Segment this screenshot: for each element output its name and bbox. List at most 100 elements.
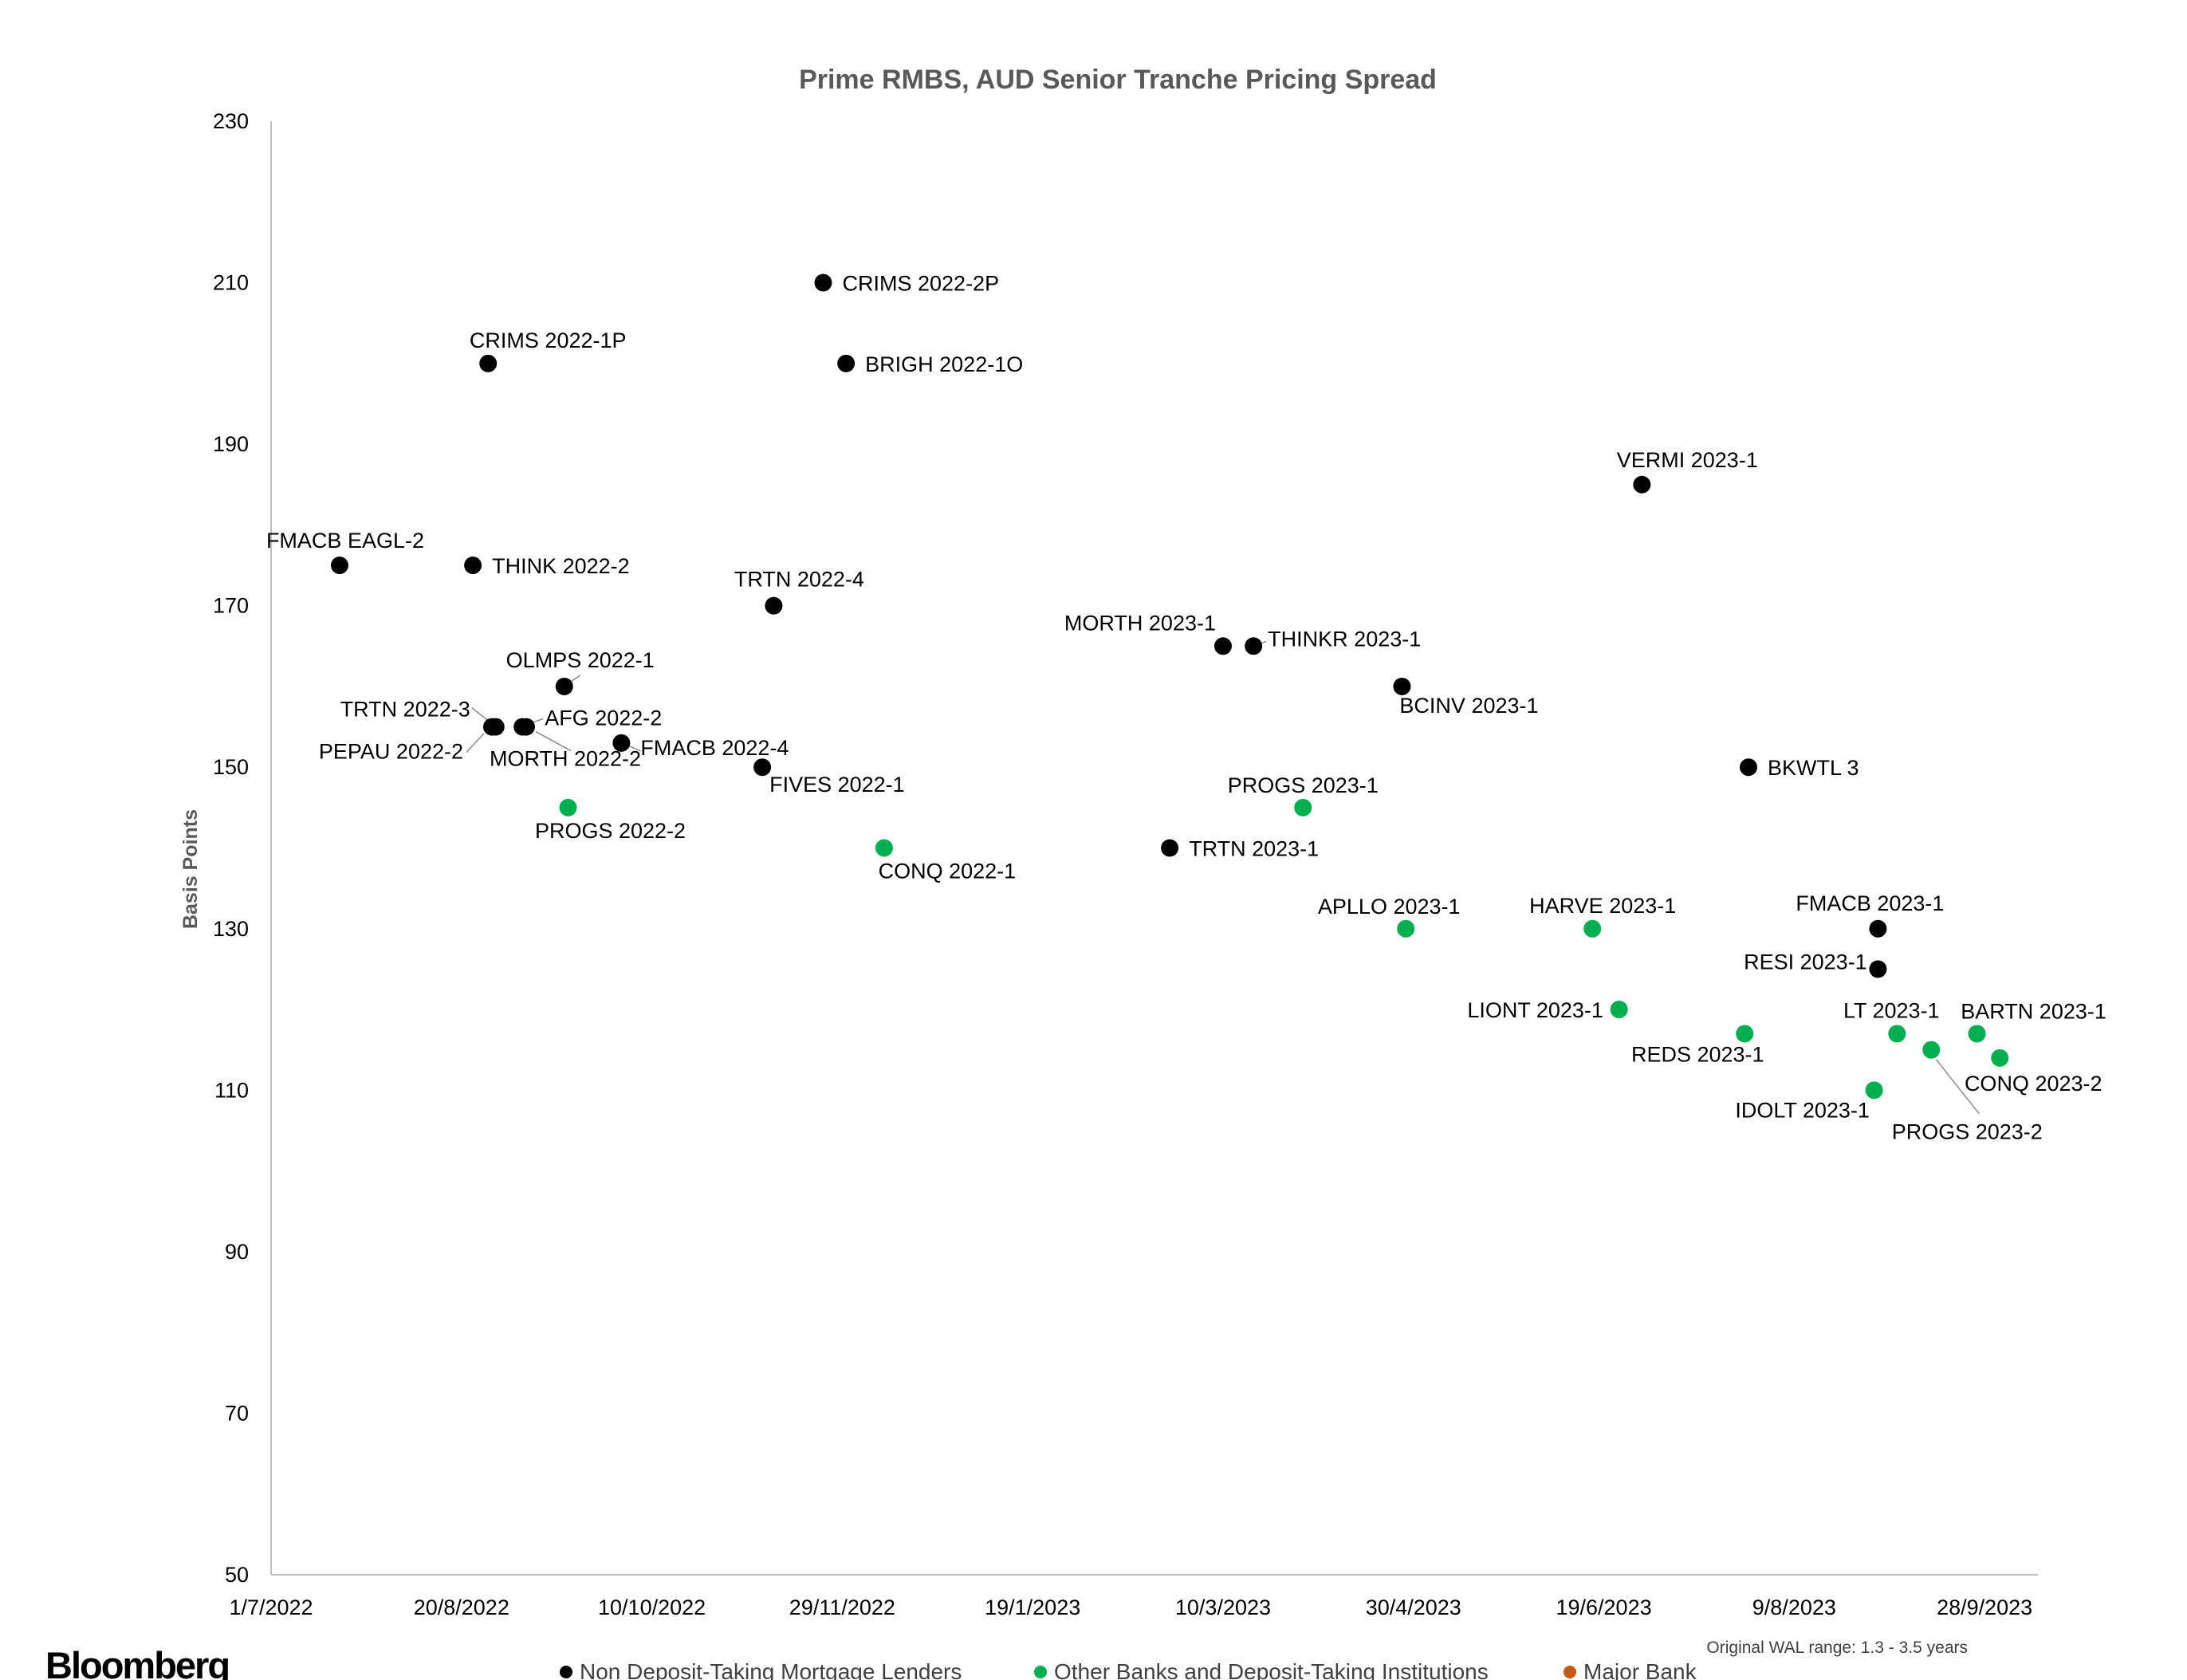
point-labels: FMACB EAGL-2 THINK 2022-2 CRIMS 2022-1P TRT… [266, 272, 2106, 1144]
legend-item-other-banks: Other Banks and Deposit-Taking Instituti… [1054, 1659, 1489, 1680]
y-tick-label: 150 [213, 755, 249, 779]
x-tick-label: 29/11/2022 [789, 1595, 895, 1619]
data-point [1736, 1025, 1754, 1043]
data-point [837, 354, 856, 372]
brand-logo: Bloomberg [45, 1644, 229, 1680]
y-tick-label: 70 [225, 1401, 249, 1425]
data-point [1869, 960, 1887, 978]
data-label: PROGS 2022-2 [535, 819, 686, 843]
data-point [1213, 637, 1232, 655]
data-point [483, 718, 501, 736]
data-point [559, 798, 577, 816]
data-points [330, 273, 2009, 1100]
data-label: CRIMS 2022-2P [843, 272, 1000, 296]
data-label: PROGS 2023-2 [1892, 1120, 2043, 1144]
x-tick-label: 28/9/2023 [1937, 1595, 2032, 1619]
data-label: CONQ 2022-1 [879, 860, 1017, 883]
legend-marker-non-dep [560, 1666, 572, 1678]
legend-item-major-bank: Major Bank [1583, 1659, 1697, 1680]
data-label: FMACB 2023-1 [1796, 891, 1944, 915]
data-label: PEPAU 2022-2 [319, 740, 463, 764]
data-point [1633, 475, 1651, 494]
data-point [479, 354, 498, 372]
data-label: BCINV 2023-1 [1399, 694, 1538, 718]
data-point [517, 718, 535, 736]
data-point [765, 596, 783, 615]
y-tick-label: 190 [213, 432, 249, 456]
data-point [1922, 1041, 1941, 1059]
label-leader-line [471, 706, 489, 722]
y-tick-label: 170 [213, 594, 249, 618]
data-point [1397, 919, 1415, 938]
x-tick-label: 30/4/2023 [1366, 1595, 1461, 1619]
data-point [1393, 677, 1411, 695]
data-label: TRTN 2022-3 [340, 698, 470, 722]
data-point [330, 557, 348, 575]
data-point [1968, 1025, 1986, 1043]
data-label: BARTN 2023-1 [1961, 999, 2106, 1023]
y-tick-label: 110 [214, 1078, 249, 1102]
y-tick-label: 50 [225, 1563, 249, 1587]
x-tick-label: 10/3/2023 [1175, 1595, 1271, 1619]
data-point [464, 557, 482, 575]
data-label: THINKR 2023-1 [1268, 627, 1421, 651]
x-tick-label: 19/1/2023 [985, 1595, 1080, 1619]
y-tick-label: 130 [213, 917, 249, 941]
data-label: THINK 2022-2 [492, 554, 630, 578]
legend: Non Deposit-Taking Mortgage Lenders Othe… [560, 1659, 1697, 1680]
data-point [1610, 1001, 1628, 1019]
data-label: FMACB 2022-4 [640, 736, 789, 760]
label-leader-line [1935, 1059, 1980, 1115]
data-label: FIVES 2022-1 [769, 773, 905, 797]
wal-range-note: Original WAL range: 1.3 - 3.5 years [1706, 1639, 1968, 1657]
label-leader-line [570, 675, 581, 683]
data-label: LT 2023-1 [1843, 998, 1940, 1022]
legend-marker-major-bank [1564, 1666, 1576, 1678]
y-tick-label: 230 [213, 109, 249, 133]
data-label: BKWTL 3 [1768, 756, 1859, 780]
label-leader-line [466, 733, 485, 753]
data-label: RESI 2023-1 [1744, 950, 1867, 974]
data-point [555, 677, 573, 695]
data-label: MORTH 2022-2 [490, 747, 641, 771]
data-label: FMACB EAGL-2 [266, 529, 424, 553]
data-point [1991, 1049, 2009, 1067]
y-ticks: 50 70 90 110 130 150 170 190 210 230 [213, 109, 249, 1587]
label-leader-line [629, 746, 641, 752]
data-label: MORTH 2023-1 [1064, 611, 1216, 635]
data-label: AFG 2022-2 [545, 706, 662, 730]
data-label: TRTN 2023-1 [1189, 837, 1319, 861]
x-tick-label: 10/10/2022 [598, 1595, 706, 1619]
data-point [1161, 839, 1179, 857]
x-tick-label: 1/7/2022 [229, 1595, 313, 1619]
y-axis-title: Basis Points [179, 809, 202, 929]
data-label: IDOLT 2023-1 [1735, 1098, 1870, 1122]
chart-title: Prime RMBS, AUD Senior Tranche Pricing S… [799, 65, 1437, 95]
data-label: VERMI 2023-1 [1617, 448, 1758, 472]
data-point [1245, 637, 1263, 655]
data-label: REDS 2023-1 [1631, 1042, 1764, 1066]
data-point [1869, 919, 1887, 938]
x-tick-label: 19/6/2023 [1556, 1595, 1651, 1619]
x-tick-label: 9/8/2023 [1752, 1595, 1836, 1619]
data-point [1888, 1025, 1906, 1043]
data-point [612, 734, 631, 752]
data-point [1865, 1081, 1883, 1100]
data-label: CONQ 2023-2 [1965, 1072, 2102, 1096]
leader-lines [466, 640, 1980, 1115]
data-label: OLMPS 2022-1 [506, 648, 655, 672]
data-label: HARVE 2023-1 [1529, 894, 1676, 918]
x-tick-label: 20/8/2022 [414, 1595, 509, 1619]
y-tick-label: 90 [225, 1240, 249, 1264]
data-point [814, 273, 832, 292]
data-label: APLLO 2023-1 [1318, 895, 1461, 919]
data-point [1583, 919, 1602, 938]
data-label: TRTN 2022-4 [734, 568, 864, 592]
label-leader-line [535, 730, 572, 752]
y-tick-label: 210 [213, 271, 249, 295]
data-label: BRIGH 2022-1O [865, 352, 1023, 376]
data-label: PROGS 2023-1 [1228, 773, 1379, 797]
data-point [1294, 798, 1312, 816]
data-point [1740, 758, 1758, 777]
